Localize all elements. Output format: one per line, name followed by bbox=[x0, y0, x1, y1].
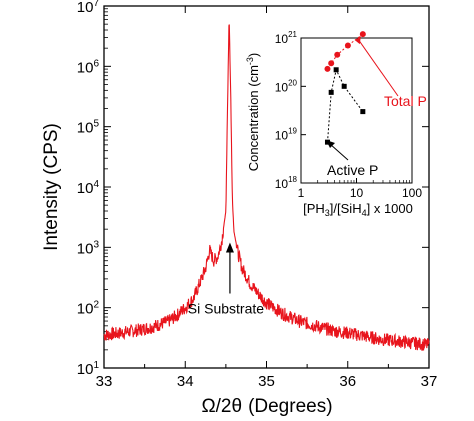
main-series bbox=[103, 24, 430, 351]
inset-plot-frame bbox=[300, 37, 413, 184]
si-substrate-label: Si Substrate bbox=[188, 301, 264, 317]
x-tick-label: 36 bbox=[339, 373, 356, 390]
inset-point-total-p bbox=[344, 42, 351, 49]
inset-y-tick-label: 1019 bbox=[275, 127, 298, 143]
inset-point-total-p bbox=[328, 60, 335, 67]
active-p-arrowhead bbox=[326, 140, 335, 148]
x-tick-label: 37 bbox=[421, 373, 438, 390]
active-p-arrow bbox=[329, 143, 349, 161]
y-tick-label: 103 bbox=[77, 239, 100, 257]
inset-point-total-p bbox=[334, 51, 341, 58]
inset-x-axis-title: [PH3]/[SiH4] x 1000 bbox=[303, 201, 413, 218]
x-title-symbol: Ω/2θ bbox=[201, 396, 242, 417]
inset-x-tick-label: 100 bbox=[402, 186, 422, 200]
main-x-axis-title: Ω/2θ (Degrees) bbox=[201, 396, 332, 417]
x-tick-label: 35 bbox=[258, 373, 275, 390]
y-tick-label: 107 bbox=[77, 0, 100, 16]
active-p-label: Active P bbox=[327, 162, 378, 178]
total-p-arrowhead bbox=[354, 36, 361, 45]
inset-point-active-p bbox=[333, 67, 339, 73]
total-p-arrow bbox=[358, 39, 399, 97]
inset-y-tick-label: 1018 bbox=[275, 175, 298, 191]
inset-y-tick-label: 1020 bbox=[275, 78, 298, 94]
inset-x-tick-label: 1 bbox=[298, 186, 305, 200]
x-tick-label: 34 bbox=[177, 373, 194, 390]
inset-point-total-p bbox=[359, 31, 366, 38]
inset-point-active-p bbox=[360, 109, 366, 115]
y-tick-label: 105 bbox=[77, 119, 100, 137]
x-tick-label: 33 bbox=[96, 373, 113, 390]
intensity-series-line bbox=[103, 24, 430, 351]
y-tick-label: 106 bbox=[77, 58, 100, 76]
main-annotations: Si Substrate bbox=[188, 242, 264, 317]
y-tick-label: 102 bbox=[77, 300, 100, 318]
inset-point-active-p bbox=[328, 89, 334, 95]
x-title-unit: (Degrees) bbox=[248, 396, 332, 417]
inset-y-axis-title: Concentration (cm-3) bbox=[245, 53, 261, 172]
y-tick-label: 104 bbox=[77, 179, 100, 197]
si-substrate-arrowhead bbox=[225, 242, 234, 253]
inset-point-total-p bbox=[324, 65, 331, 72]
y-tick-label: 101 bbox=[77, 360, 100, 378]
main-y-axis-title: Intensity (CPS) bbox=[41, 123, 62, 251]
inset-series bbox=[324, 31, 366, 145]
total-p-label: Total P bbox=[384, 93, 427, 109]
inset-y-tick-label: 1021 bbox=[275, 30, 298, 46]
inset-point-active-p bbox=[341, 83, 347, 89]
inset-x-tick-label: 10 bbox=[350, 186, 364, 200]
inset-ticks: 1 10 100 1018 1019 1020 1021 bbox=[275, 30, 423, 200]
inset-annotations: Total P Active P bbox=[326, 36, 427, 178]
